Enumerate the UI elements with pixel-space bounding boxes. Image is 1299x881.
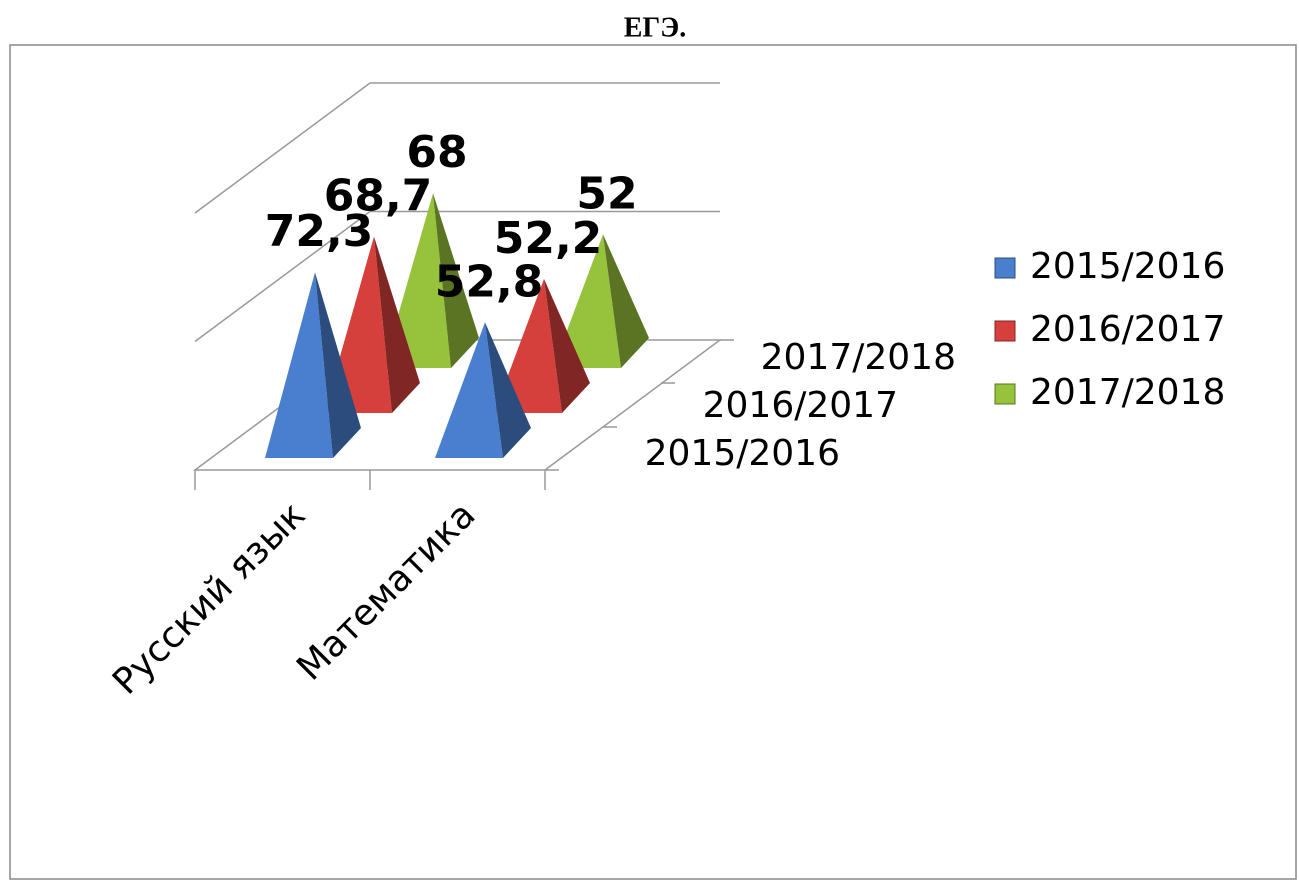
depth-tick-label: 2017/2018 [761,337,956,378]
grid-line [194,210,720,343]
pyramid-face-right [374,236,420,413]
value-label: 52 [576,168,637,219]
value-label: 52,8 [435,256,544,307]
legend-swatch [994,320,1016,342]
pyramid [553,234,649,368]
legend-label: 2017/2018 [1030,372,1225,413]
value-label: 68 [406,127,467,178]
value-label: 52,2 [494,213,603,264]
chart-frame [9,44,1297,880]
chart-title: ЕГЭ. [624,12,686,43]
value-label: 68,7 [324,170,433,221]
pyramid-face-left [435,322,503,458]
pyramid [435,322,531,458]
legend-label: 2015/2016 [1030,246,1225,287]
x-tick-label: Русский язык [105,494,313,702]
x-tick-label: Математика [289,494,483,688]
depth-tick-label: 2016/2017 [703,385,898,426]
pyramid-face-left [265,272,333,458]
pyramid-face-right [544,278,590,413]
legend-swatch [994,383,1016,405]
grid-line [194,82,720,214]
pyramid [494,278,590,413]
pyramid [265,272,361,458]
pyramid-face-left [553,234,621,368]
pyramid-face-left [494,278,562,413]
pyramid-face-right [315,272,361,458]
pyramid-face-right [485,322,531,458]
pyramid-face-right [603,234,649,368]
legend-label: 2016/2017 [1030,309,1225,350]
legend-swatch [994,257,1016,279]
value-label: 72,3 [265,206,374,257]
pyramid-face-right [433,193,479,368]
depth-tick-label: 2015/2016 [645,433,840,474]
